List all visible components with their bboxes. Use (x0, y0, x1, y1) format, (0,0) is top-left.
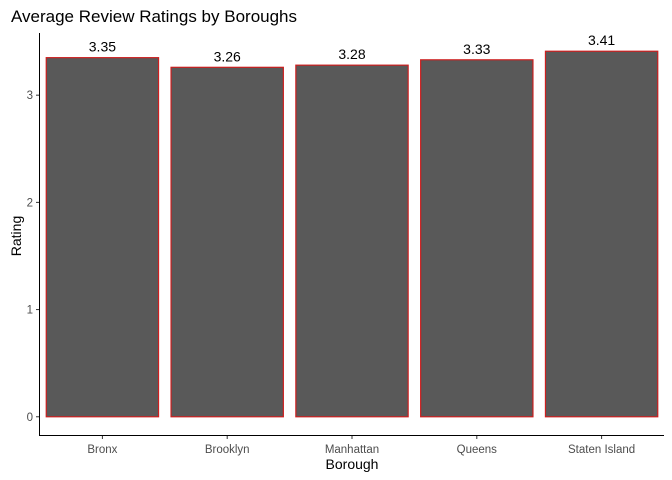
chart-title: Average Review Ratings by Boroughs (11, 7, 297, 26)
y-tick-label: 2 (27, 197, 33, 209)
x-tick-label: Queens (457, 444, 498, 456)
data-label: 3.41 (588, 32, 615, 48)
bar-bronx (45, 57, 160, 418)
y-tick-label: 1 (27, 305, 33, 317)
data-label: 3.33 (463, 41, 490, 57)
bar-queens (420, 59, 534, 418)
y-axis-title: Rating (8, 216, 24, 256)
x-tick-label: Staten Island (568, 444, 635, 456)
x-axis-title: Borough (326, 456, 379, 472)
y-tick-label: 3 (27, 90, 33, 102)
x-tick-label: Brooklyn (205, 444, 250, 456)
data-label: 3.28 (338, 46, 365, 62)
x-tick-label: Bronx (87, 444, 117, 456)
bar-brooklyn (170, 66, 284, 418)
bar-manhattan (295, 64, 409, 418)
x-tick-label: Manhattan (325, 444, 379, 456)
plot-area: 0 1 2 3 3.35 Bronx 3.26 Brooklyn 3.28 Manhattan 3.… (27, 32, 659, 456)
bar-staten-island (544, 50, 659, 418)
data-label: 3.35 (89, 39, 116, 55)
data-label: 3.26 (214, 48, 241, 64)
y-tick-label: 0 (27, 412, 33, 424)
